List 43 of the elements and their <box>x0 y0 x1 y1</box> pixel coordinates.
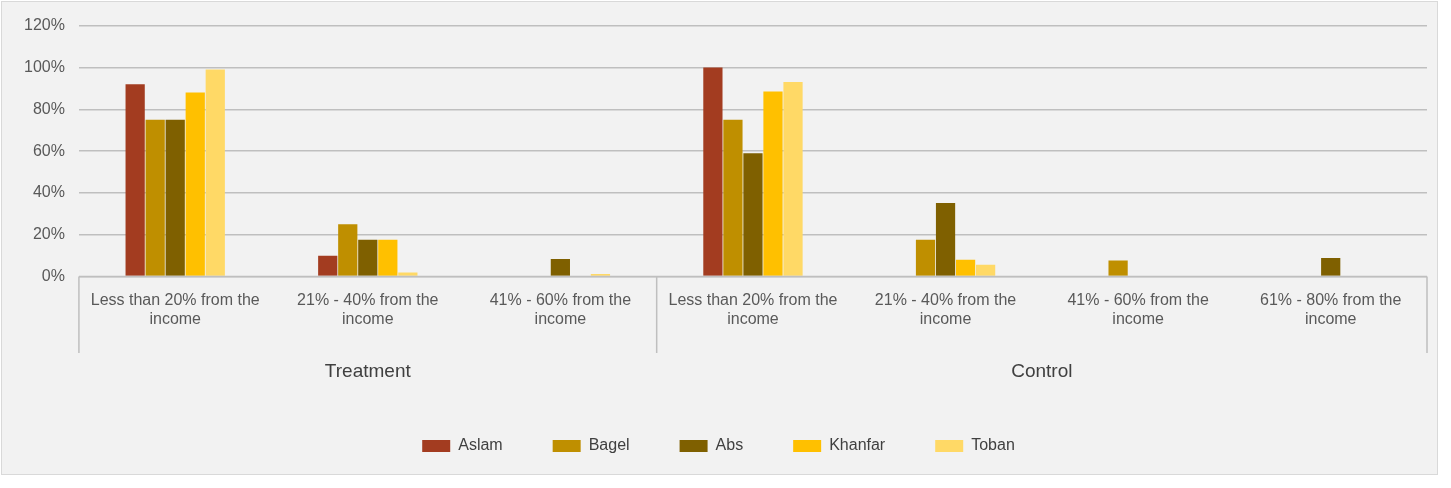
y-tick-label: 100% <box>24 57 65 75</box>
bar <box>703 67 723 276</box>
bar <box>955 259 976 276</box>
legend-label: Aslam <box>458 436 503 454</box>
bar <box>783 82 803 276</box>
bar <box>550 259 570 276</box>
bar <box>1108 260 1128 276</box>
x-tick-label: 21% - 40% from the income <box>874 290 1017 327</box>
y-tick-label: 40% <box>32 183 65 201</box>
x-tick-label: 21% - 40% from the income <box>297 290 439 327</box>
y-tick-label: 80% <box>32 99 65 117</box>
legend-label: Khanfar <box>829 436 886 454</box>
bar <box>145 119 165 276</box>
bar <box>338 224 358 276</box>
x-tick-label: 41% - 60% from the income <box>1067 290 1209 327</box>
y-tick-label: 60% <box>32 141 65 159</box>
bar <box>915 239 936 276</box>
y-tick-label: 0% <box>41 267 65 285</box>
legend-label: Abs <box>715 436 744 454</box>
x-tick-label: 61% - 80% from the income <box>1260 290 1402 327</box>
bar <box>398 272 418 276</box>
text: Treatment <box>324 360 412 382</box>
bar <box>165 119 185 276</box>
text: Control <box>1011 360 1073 382</box>
bar <box>378 239 398 276</box>
bar <box>975 264 996 276</box>
bar <box>205 69 225 276</box>
bar <box>318 255 338 276</box>
bar <box>125 84 145 276</box>
legend-label: Toban <box>971 436 1015 454</box>
x-tick-label: 41% - 60% from the income <box>489 290 632 327</box>
bar <box>743 153 763 276</box>
y-tick-label: 120% <box>24 16 65 34</box>
y-tick-label: 20% <box>32 225 65 243</box>
bar <box>763 91 783 276</box>
x-tick-label: Less than 20% from the income <box>668 290 838 327</box>
bar <box>935 202 956 276</box>
bar <box>185 92 205 276</box>
bar <box>1321 257 1341 276</box>
legend-label: Bagel <box>588 436 630 454</box>
bar <box>723 119 743 276</box>
x-tick-label: Less than 20% from the income <box>90 290 260 327</box>
bar <box>358 239 378 276</box>
